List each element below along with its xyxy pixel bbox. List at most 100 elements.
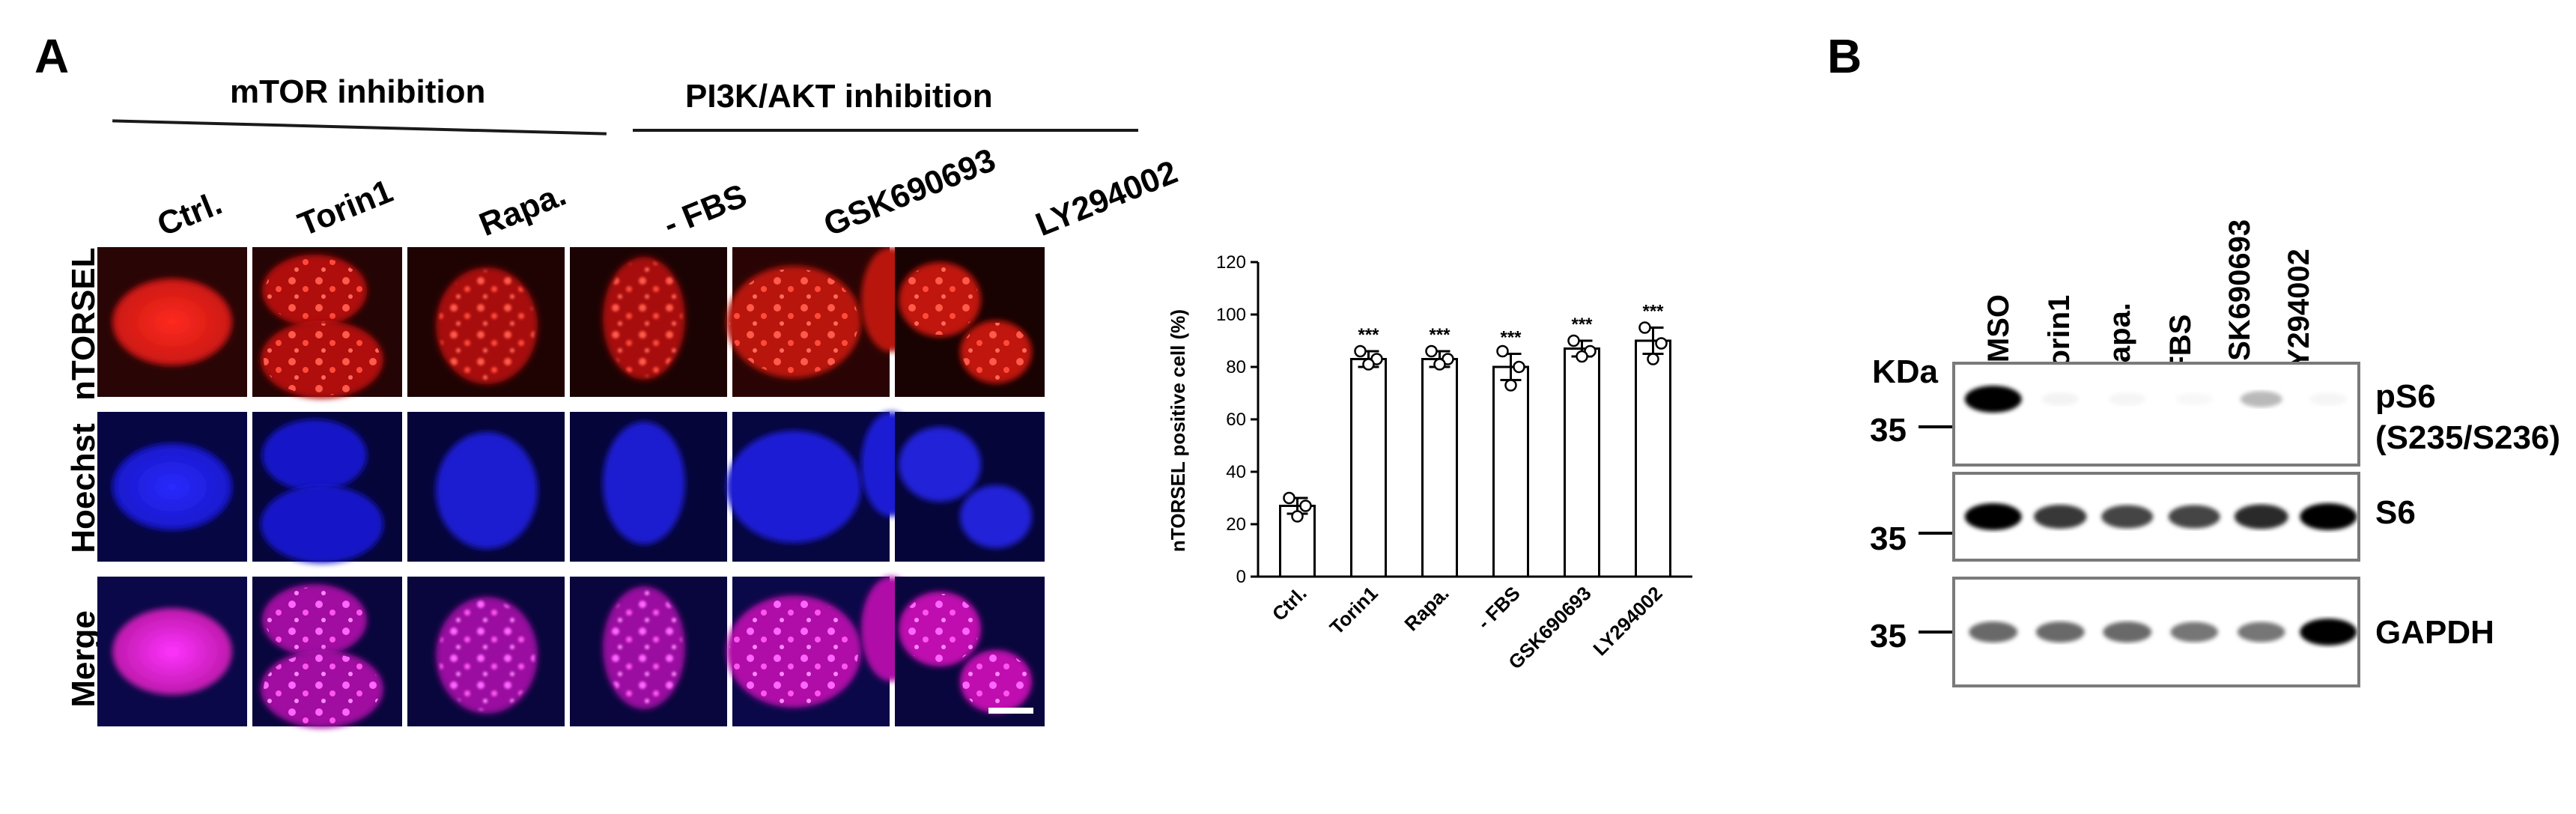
data-point <box>1638 321 1651 334</box>
blot-band <box>2234 504 2288 529</box>
column-label: LY294002 <box>1030 154 1183 244</box>
blot-label-s6: S6 <box>2375 494 2416 531</box>
blot-band <box>2034 505 2087 529</box>
significance-label: *** <box>1500 328 1522 348</box>
significance-label: *** <box>1358 325 1379 345</box>
mw-tick <box>1919 425 1952 428</box>
data-point <box>1283 491 1295 505</box>
blot-bands <box>1969 619 2357 646</box>
micro-ntorsel-torin1 <box>252 247 402 398</box>
scale-bar <box>988 708 1033 714</box>
blot-band <box>2101 505 2154 529</box>
panel-a-letter: A <box>34 29 70 83</box>
group-label-mtor: mTOR inhibition <box>230 73 486 110</box>
mw-marker: 35 <box>1870 412 1907 449</box>
data-point <box>1567 334 1580 347</box>
micrograph-grid <box>97 247 1045 728</box>
blot-band <box>2240 391 2282 407</box>
x-tick-label: LY294002 <box>1588 582 1666 660</box>
micro-ntorsel-fbs <box>570 247 727 397</box>
blot-band <box>2175 392 2213 406</box>
x-tick-label: Torin1 <box>1325 582 1382 639</box>
column-label: Rapa. <box>474 175 571 244</box>
x-tick-label: Rapa. <box>1400 582 1453 635</box>
group-label-pi3k: PI3K/AKT inhibition <box>685 78 993 115</box>
data-point <box>1576 350 1588 363</box>
bar <box>1421 358 1458 578</box>
y-tick-label: 100 <box>1216 305 1246 325</box>
micro-hoechst-gsk <box>726 412 921 562</box>
data-point <box>1647 353 1659 365</box>
blot-band <box>2103 622 2152 643</box>
mw-marker: 35 <box>1870 618 1907 654</box>
micro-merge-torin1 <box>252 577 402 728</box>
blot-label-ps6-site: (S235/S236) <box>2375 419 2561 456</box>
data-point <box>1496 344 1509 358</box>
micro-ntorsel-rapa <box>407 247 565 397</box>
blot-label-gapdh: GAPDH <box>2375 614 2494 651</box>
mw-tick <box>1919 631 1952 634</box>
blot-band <box>2238 622 2285 643</box>
data-point <box>1504 379 1517 392</box>
lane-label: GSK690693 <box>2223 219 2256 384</box>
blot-band <box>2300 503 2357 530</box>
data-point <box>1291 510 1304 523</box>
significance-label: *** <box>1642 302 1664 322</box>
blot-s6 <box>1952 472 2360 562</box>
column-label: GSK690693 <box>818 141 1001 244</box>
bar <box>1635 339 1671 578</box>
bar <box>1350 358 1387 578</box>
x-tick-label: Ctrl. <box>1268 582 1311 625</box>
micro-hoechst-fbs <box>570 412 727 562</box>
blot-band <box>2300 619 2357 646</box>
micro-hoechst-rapa <box>407 412 565 562</box>
micro-merge-rapa <box>407 577 565 726</box>
x-tick-label: - FBS <box>1473 582 1525 634</box>
micro-hoechst-ly <box>895 412 1045 562</box>
blot-band <box>1964 386 2022 413</box>
blot-band <box>1969 622 2018 643</box>
data-point <box>1362 358 1375 371</box>
y-tick-label: 40 <box>1226 462 1246 482</box>
column-label: - FBS <box>658 177 753 244</box>
micro-merge-gsk <box>726 577 921 726</box>
micro-hoechst-torin1 <box>252 412 402 563</box>
data-point <box>1299 499 1312 512</box>
group-rule-pi3k <box>633 129 1138 132</box>
y-tick-label: 60 <box>1226 410 1246 430</box>
y-axis-label: nTORSEL positive cell (%) <box>1167 309 1189 552</box>
micro-merge-ly <box>895 577 1045 726</box>
bar <box>1492 365 1529 578</box>
data-point <box>1433 358 1446 371</box>
blot-band <box>2168 505 2220 529</box>
mw-marker: 35 <box>1870 520 1907 557</box>
panel-b-letter: B <box>1827 29 1862 83</box>
y-tick-label: 0 <box>1236 567 1246 587</box>
group-rule-mtor <box>112 119 607 136</box>
mw-tick <box>1919 532 1952 535</box>
blot-band <box>2109 392 2146 406</box>
data-point <box>1425 344 1438 358</box>
blot-band <box>2041 392 2079 406</box>
bar-chart: nTORSEL positive cell (%) 0 20 40 60 80 100 12… <box>1167 252 1692 673</box>
micro-merge-fbs <box>570 577 727 726</box>
micro-ntorsel-ly <box>895 247 1045 397</box>
bar <box>1564 347 1600 578</box>
micro-hoechst-ctrl <box>97 412 247 562</box>
blot-bands <box>1964 503 2357 530</box>
blot-band <box>2309 392 2347 406</box>
micro-ntorsel-ctrl <box>97 247 247 397</box>
blot-label-ps6: pS6 <box>2375 378 2436 415</box>
y-tick-label: 120 <box>1216 252 1246 273</box>
data-point <box>1655 337 1668 350</box>
significance-label: *** <box>1429 325 1450 345</box>
blot-band <box>2170 622 2218 643</box>
significance-label: *** <box>1571 315 1593 335</box>
micro-ntorsel-gsk <box>726 247 921 397</box>
blot-band <box>1964 503 2022 530</box>
data-point <box>1354 344 1367 358</box>
blot-ps6 <box>1952 362 2360 467</box>
kda-label: KDa <box>1872 353 1939 390</box>
blot-bands <box>1964 386 2347 413</box>
data-point <box>1513 360 1525 374</box>
